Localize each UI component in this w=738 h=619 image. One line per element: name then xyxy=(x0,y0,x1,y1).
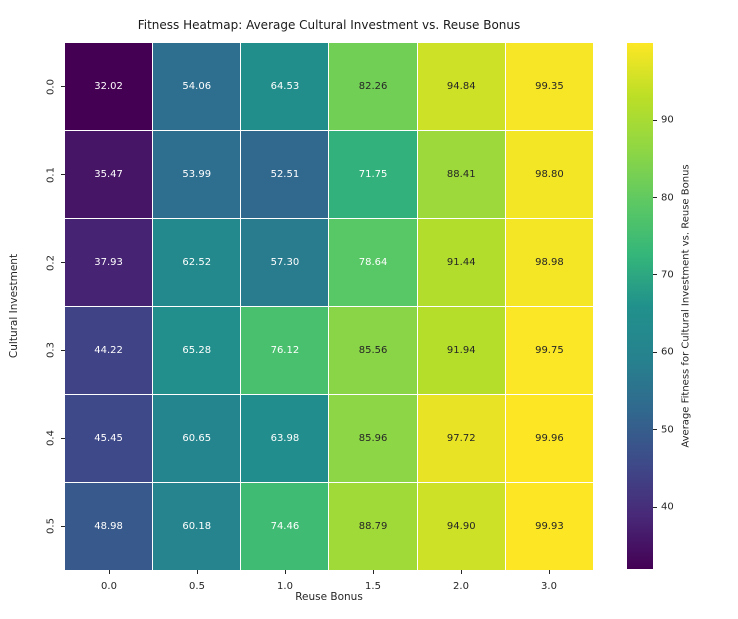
heatmap-cell: 99.75 xyxy=(505,307,593,394)
tick-mark xyxy=(653,351,657,353)
heatmap-cell: 45.45 xyxy=(65,395,153,482)
heatmap-cell: 54.06 xyxy=(153,43,241,130)
heatmap-cell: 76.12 xyxy=(241,307,329,394)
tick-mark xyxy=(61,86,65,88)
tick-mark xyxy=(653,429,657,431)
colorbar-label: Average Fitness for Cultural Investment … xyxy=(680,164,692,448)
heatmap-cell: 37.93 xyxy=(65,219,153,306)
x-tick-label: 2.0 xyxy=(453,581,469,592)
tick-mark xyxy=(61,525,65,527)
heatmap-cell: 97.72 xyxy=(417,395,505,482)
heatmap-cell: 99.96 xyxy=(505,395,593,482)
tick-mark xyxy=(61,437,65,439)
tick-mark xyxy=(372,570,374,574)
tick-mark xyxy=(61,349,65,351)
heatmap-cell: 91.44 xyxy=(417,219,505,306)
y-tick-label: 0.2 xyxy=(45,254,57,271)
colorbar-tick-label: 50 xyxy=(661,424,674,436)
heatmap-cell: 63.98 xyxy=(241,395,329,482)
x-tick-label: 1.0 xyxy=(277,581,293,592)
colorbar-tick-label: 60 xyxy=(661,346,674,358)
tick-mark xyxy=(284,570,286,574)
y-tick-label: 0.5 xyxy=(45,518,57,535)
heatmap-grid: 32.02 54.06 64.53 82.26 94.84 99.35 35.47 53.99… xyxy=(65,43,593,570)
colorbar-tick-label: 70 xyxy=(661,269,674,281)
heatmap-cell: 64.53 xyxy=(241,43,329,130)
heatmap-cell: 44.22 xyxy=(65,307,153,394)
tick-mark xyxy=(653,119,657,121)
heatmap-cell: 35.47 xyxy=(65,131,153,218)
colorbar-tick-label: 40 xyxy=(661,501,674,513)
tick-mark xyxy=(653,506,657,508)
heatmap-cell: 98.98 xyxy=(505,219,593,306)
y-tick-label: 0.1 xyxy=(45,166,57,183)
heatmap-cell: 91.94 xyxy=(417,307,505,394)
heatmap-cell: 78.64 xyxy=(329,219,417,306)
x-axis-label: Reuse Bonus xyxy=(295,591,363,603)
tick-mark xyxy=(548,570,550,574)
tick-mark xyxy=(61,174,65,176)
tick-mark xyxy=(653,197,657,199)
heatmap-cell: 53.99 xyxy=(153,131,241,218)
colorbar-tick-label: 90 xyxy=(661,114,674,126)
heatmap-cell: 99.35 xyxy=(505,43,593,130)
y-tick-label: 0.4 xyxy=(45,430,57,447)
heatmap-cell: 88.41 xyxy=(417,131,505,218)
x-tick-label: 1.5 xyxy=(365,581,381,592)
heatmap-cell: 94.84 xyxy=(417,43,505,130)
heatmap-cell: 85.56 xyxy=(329,307,417,394)
heatmap-cell: 74.46 xyxy=(241,483,329,570)
x-tick-label: 0.5 xyxy=(189,581,205,592)
heatmap-cell: 60.18 xyxy=(153,483,241,570)
colorbar-gradient xyxy=(627,43,653,569)
heatmap-cell: 71.75 xyxy=(329,131,417,218)
heatmap-cell: 88.79 xyxy=(329,483,417,570)
y-tick-label: 0.3 xyxy=(45,342,57,359)
x-tick-label: 0.0 xyxy=(101,581,117,592)
heatmap-cell: 57.30 xyxy=(241,219,329,306)
heatmap-cell: 98.80 xyxy=(505,131,593,218)
chart-title: Fitness Heatmap: Average Cultural Invest… xyxy=(137,18,521,32)
heatmap-cell: 94.90 xyxy=(417,483,505,570)
heatmap-cell: 48.98 xyxy=(65,483,153,570)
heatmap-cell: 32.02 xyxy=(65,43,153,130)
x-tick-label: 3.0 xyxy=(541,581,557,592)
tick-mark xyxy=(653,274,657,276)
y-axis-label: Cultural Investment xyxy=(8,253,20,359)
heatmap-cell: 65.28 xyxy=(153,307,241,394)
heatmap-cell: 99.93 xyxy=(505,483,593,570)
heatmap-cell: 60.65 xyxy=(153,395,241,482)
colorbar-tick-label: 80 xyxy=(661,192,674,204)
tick-mark xyxy=(196,570,198,574)
tick-mark xyxy=(61,262,65,264)
tick-mark xyxy=(460,570,462,574)
tick-mark xyxy=(108,570,110,574)
heatmap-cell: 85.96 xyxy=(329,395,417,482)
heatmap-cell: 82.26 xyxy=(329,43,417,130)
heatmap-cell: 62.52 xyxy=(153,219,241,306)
heatmap-cell: 52.51 xyxy=(241,131,329,218)
y-tick-label: 0.0 xyxy=(45,78,57,95)
